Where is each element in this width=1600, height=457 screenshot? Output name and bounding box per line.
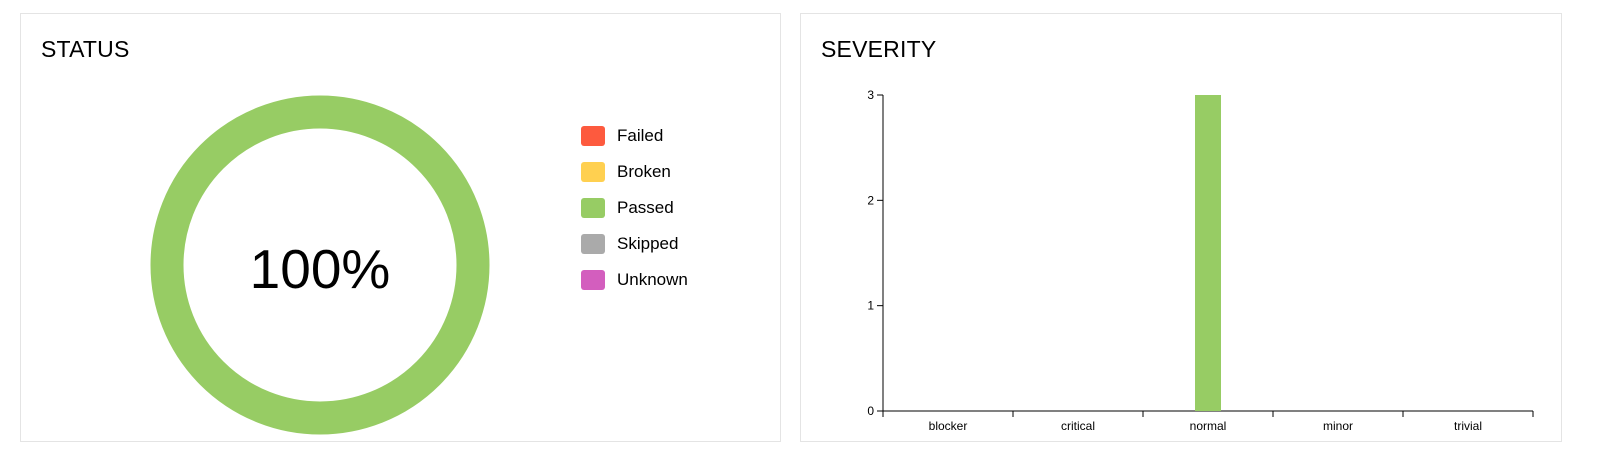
x-tick-label-trivial: trivial (1454, 419, 1482, 433)
legend-item-failed[interactable]: Failed (581, 118, 688, 154)
legend-item-passed[interactable]: Passed (581, 190, 688, 226)
status-title: STATUS (41, 36, 130, 62)
legend-item-unknown[interactable]: Unknown (581, 262, 688, 298)
severity-title: SEVERITY (821, 36, 937, 62)
x-tick-label-minor: minor (1323, 419, 1353, 433)
legend-item-skipped[interactable]: Skipped (581, 226, 688, 262)
y-tick-label-0: 0 (867, 404, 874, 418)
status-legend: Failed Broken Passed Skipped Unknown (581, 118, 688, 298)
y-axis: 0 1 2 3 (867, 88, 884, 418)
x-axis: blocker critical normal minor trivial (882, 410, 1534, 433)
x-tick-label-blocker: blocker (929, 419, 968, 433)
bar-normal[interactable] (1195, 95, 1221, 411)
y-tick-label-3: 3 (867, 88, 874, 102)
legend-swatch-skipped (581, 234, 605, 254)
legend-item-broken[interactable]: Broken (581, 154, 688, 190)
x-tick-label-critical: critical (1061, 419, 1095, 433)
legend-label-broken: Broken (617, 162, 671, 181)
legend-label-failed: Failed (617, 126, 664, 145)
severity-panel: SEVERITY 0 1 2 3 blocker critical normal minor… (800, 13, 1562, 442)
status-donut-chart: 100% (150, 95, 490, 435)
y-tick-label-2: 2 (867, 193, 874, 207)
y-tick-label-1: 1 (867, 299, 874, 313)
legend-swatch-broken (581, 162, 605, 182)
legend-swatch-failed (581, 126, 605, 146)
legend-swatch-passed (581, 198, 605, 218)
bars (1195, 95, 1221, 411)
legend-swatch-unknown (581, 270, 605, 290)
status-panel: STATUS 100% Failed Broken Passed Skipped… (20, 13, 781, 442)
donut-percent-label: 100% (250, 238, 391, 300)
legend-label-passed: Passed (617, 198, 674, 217)
legend-label-skipped: Skipped (617, 234, 679, 253)
x-tick-label-normal: normal (1190, 419, 1227, 433)
legend-label-unknown: Unknown (617, 270, 688, 289)
donut-ring-passed[interactable] (150, 95, 490, 435)
severity-bar-chart: 0 1 2 3 blocker critical normal minor trivial (867, 88, 1534, 433)
